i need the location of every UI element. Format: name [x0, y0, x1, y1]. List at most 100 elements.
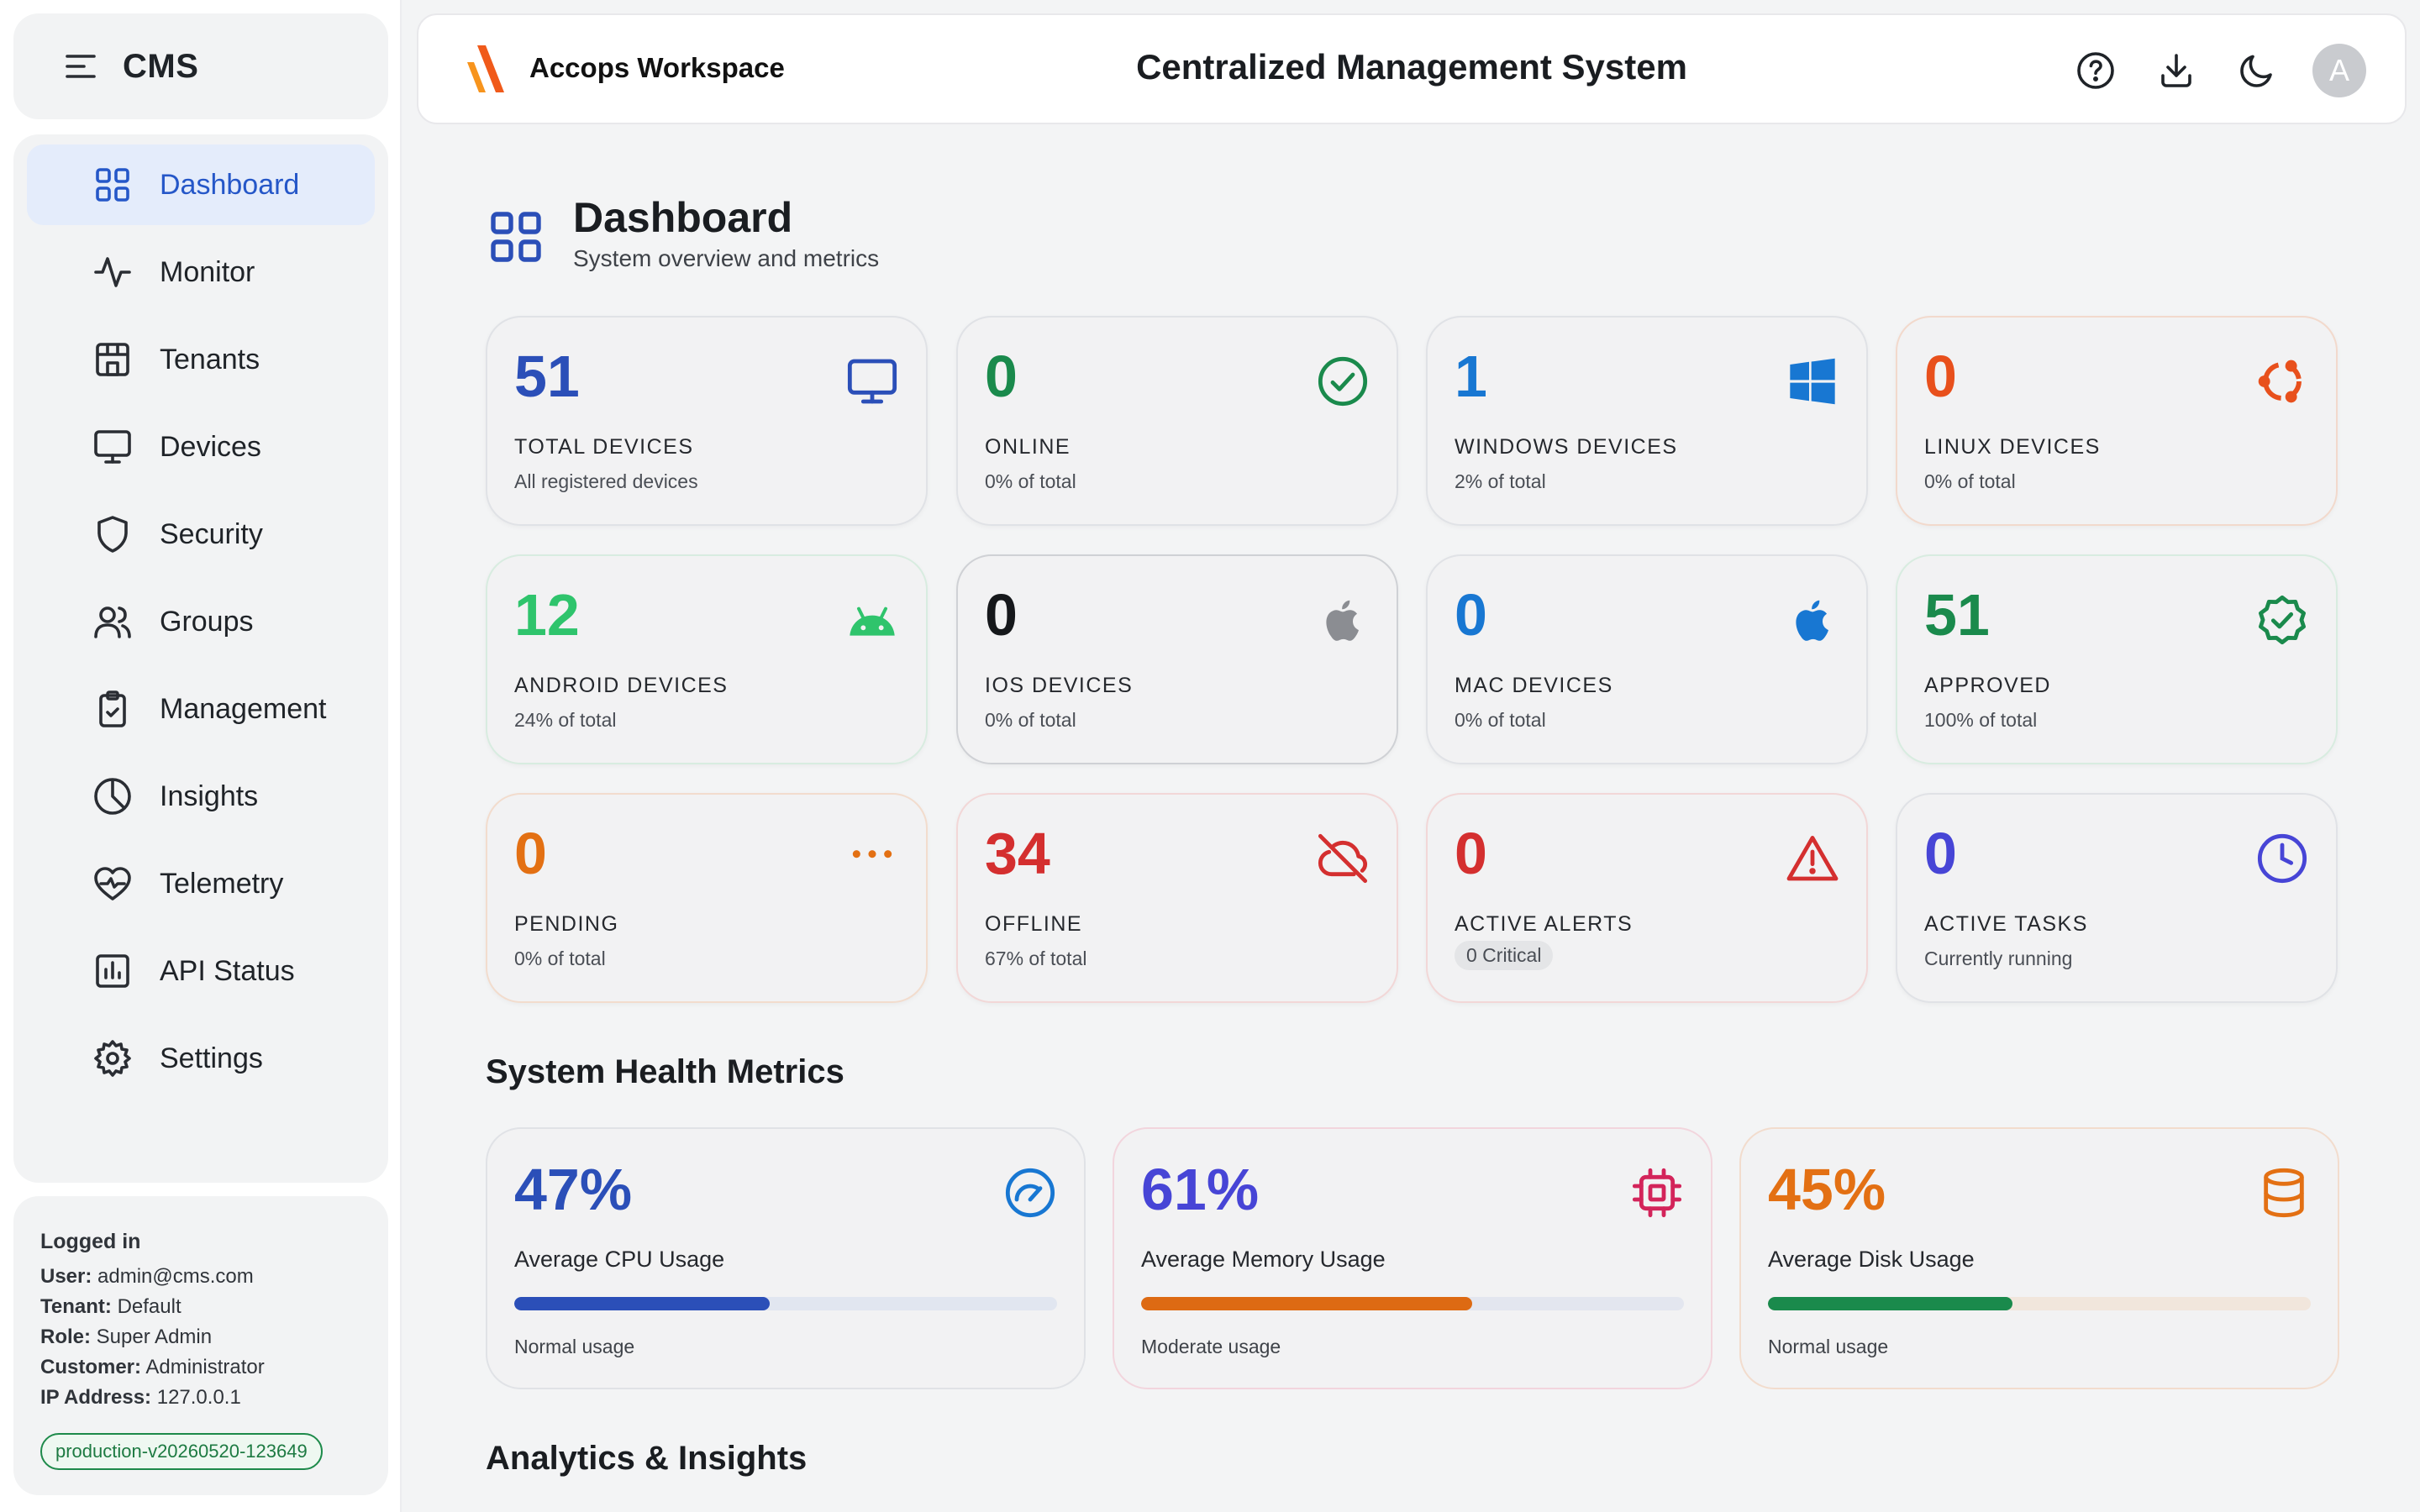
- monitor-icon: [92, 427, 133, 467]
- stat-sub: 100% of total: [1924, 709, 2037, 732]
- sidebar-item-api-status[interactable]: API Status: [27, 931, 375, 1011]
- brand-label: CMS: [123, 48, 198, 86]
- version-badge: production-v20260520-123649: [40, 1433, 323, 1470]
- avatar[interactable]: A: [2312, 44, 2366, 97]
- customer-label: Customer:: [40, 1356, 141, 1378]
- disk-usage-bar-fill: [1768, 1297, 2012, 1310]
- sidebar-nav: Dashboard Monitor Tenants Devices Securi…: [13, 134, 388, 1183]
- monitor-icon: [845, 354, 899, 408]
- health-label: Average Disk Usage: [1768, 1247, 1975, 1273]
- stat-card-mac-devices[interactable]: 0 MAC DEVICES 0% of total: [1426, 554, 1868, 764]
- stat-card-ios-devices[interactable]: 0 IOS DEVICES 0% of total: [956, 554, 1398, 764]
- customer-value: Administrator: [145, 1356, 264, 1378]
- sidebar-item-devices[interactable]: Devices: [27, 407, 375, 487]
- sidebar-item-insights[interactable]: Insights: [27, 756, 375, 837]
- help-button[interactable]: [2074, 49, 2118, 92]
- alert-triangle-icon: [1786, 832, 1839, 885]
- android-icon: [845, 593, 899, 647]
- sidebar-item-label: Security: [160, 518, 263, 551]
- windows-icon: [1786, 354, 1839, 408]
- sidebar-item-settings[interactable]: Settings: [27, 1018, 375, 1099]
- clipboard-check-icon: [92, 689, 133, 729]
- sidebar-item-security[interactable]: Security: [27, 494, 375, 575]
- moon-icon: [2237, 50, 2277, 91]
- user-value: admin@cms.com: [97, 1265, 254, 1288]
- memory-usage-bar-fill: [1141, 1297, 1472, 1310]
- stat-card-pending[interactable]: 0 PENDING 0% of total: [486, 793, 928, 1003]
- more-dots-icon: [845, 832, 899, 885]
- pie-chart-icon: [92, 776, 133, 816]
- sidebar-item-tenants[interactable]: Tenants: [27, 319, 375, 400]
- sidebar-item-telemetry[interactable]: Telemetry: [27, 843, 375, 924]
- stat-card-approved[interactable]: 51 APPROVED 100% of total: [1896, 554, 2338, 764]
- apple-icon: [1316, 593, 1370, 647]
- sidebar-item-label: Monitor: [160, 256, 255, 289]
- stat-label: ONLINE: [985, 435, 1071, 459]
- tenant-value: Default: [118, 1295, 182, 1318]
- sidebar-item-label: Groups: [160, 606, 254, 638]
- sidebar-item-groups[interactable]: Groups: [27, 581, 375, 662]
- stat-value: 1: [1455, 344, 1487, 408]
- sidebar-item-monitor[interactable]: Monitor: [27, 232, 375, 312]
- clock-icon: [2255, 832, 2309, 885]
- stat-label: MAC DEVICES: [1455, 674, 1613, 698]
- stat-card-total-devices[interactable]: 51 TOTAL DEVICES All registered devices: [486, 316, 928, 526]
- stat-card-linux-devices[interactable]: 0 LINUX DEVICES 0% of total: [1896, 316, 2338, 526]
- stat-card-android-devices[interactable]: 12 ANDROID DEVICES 24% of total: [486, 554, 928, 764]
- stat-label: ACTIVE ALERTS: [1455, 912, 1633, 937]
- tenant-label: Tenant:: [40, 1295, 112, 1318]
- ip-label: IP Address:: [40, 1386, 151, 1409]
- stat-value: 0: [1924, 822, 1957, 885]
- menu-icon[interactable]: [60, 46, 101, 87]
- download-button[interactable]: [2154, 49, 2198, 92]
- stat-value: 51: [1924, 583, 1990, 647]
- health-card-memory[interactable]: 61% Average Memory Usage Moderate usage: [1113, 1127, 1712, 1389]
- sidebar-item-label: Dashboard: [160, 169, 299, 202]
- stat-card-online[interactable]: 0 ONLINE 0% of total: [956, 316, 1398, 526]
- stat-label: ACTIVE TASKS: [1924, 912, 2088, 937]
- disk-usage-bar: [1768, 1297, 2311, 1310]
- tenant-row: Tenant: Default: [40, 1292, 361, 1322]
- activity-icon: [92, 252, 133, 292]
- cpu-usage-bar: [514, 1297, 1057, 1310]
- gauge-icon: [1003, 1166, 1057, 1220]
- role-row: Role: Super Admin: [40, 1322, 361, 1352]
- page-subtitle: System overview and metrics: [573, 245, 879, 272]
- stat-sub: All registered devices: [514, 470, 698, 493]
- stat-card-windows-devices[interactable]: 1 WINDOWS DEVICES 2% of total: [1426, 316, 1868, 526]
- stat-value: 0: [514, 822, 547, 885]
- stat-label: TOTAL DEVICES: [514, 435, 694, 459]
- user-row: User: admin@cms.com: [40, 1262, 361, 1292]
- cpu-usage-bar-fill: [514, 1297, 770, 1310]
- health-card-disk[interactable]: 45% Average Disk Usage Normal usage: [1739, 1127, 2339, 1389]
- health-label: Average CPU Usage: [514, 1247, 724, 1273]
- stat-sub: 67% of total: [985, 948, 1086, 970]
- theme-toggle-button[interactable]: [2235, 49, 2279, 92]
- section-title-system-health: System Health Metrics: [486, 1053, 844, 1091]
- user-label: User:: [40, 1265, 92, 1288]
- memory-usage-bar: [1141, 1297, 1684, 1310]
- stat-value: 0: [1455, 822, 1487, 885]
- health-value: 47%: [514, 1158, 632, 1221]
- sidebar-item-dashboard[interactable]: Dashboard: [27, 144, 375, 225]
- download-icon: [2156, 50, 2196, 91]
- health-card-cpu[interactable]: 47% Average CPU Usage Normal usage: [486, 1127, 1086, 1389]
- sidebar-item-management[interactable]: Management: [27, 669, 375, 749]
- stat-card-active-alerts[interactable]: 0 ACTIVE ALERTS 0 Critical: [1426, 793, 1868, 1003]
- sidebar-item-label: Settings: [160, 1042, 263, 1075]
- sidebar-item-label: Telemetry: [160, 868, 283, 900]
- stat-sub: 0% of total: [1455, 709, 1546, 732]
- badge-check-icon: [2255, 593, 2309, 647]
- cpu-icon: [1630, 1166, 1684, 1220]
- ubuntu-icon: [2255, 354, 2309, 408]
- stat-sub: 0% of total: [985, 709, 1076, 732]
- stat-card-active-tasks[interactable]: 0 ACTIVE TASKS Currently running: [1896, 793, 2338, 1003]
- stat-card-offline[interactable]: 34 OFFLINE 67% of total: [956, 793, 1398, 1003]
- health-sub: Moderate usage: [1141, 1336, 1281, 1358]
- stat-label: OFFLINE: [985, 912, 1082, 937]
- section-title-analytics: Analytics & Insights: [486, 1440, 807, 1478]
- role-value: Super Admin: [97, 1326, 212, 1348]
- ip-value: 127.0.0.1: [157, 1386, 241, 1409]
- sidebar-item-label: API Status: [160, 955, 295, 988]
- shield-icon: [92, 514, 133, 554]
